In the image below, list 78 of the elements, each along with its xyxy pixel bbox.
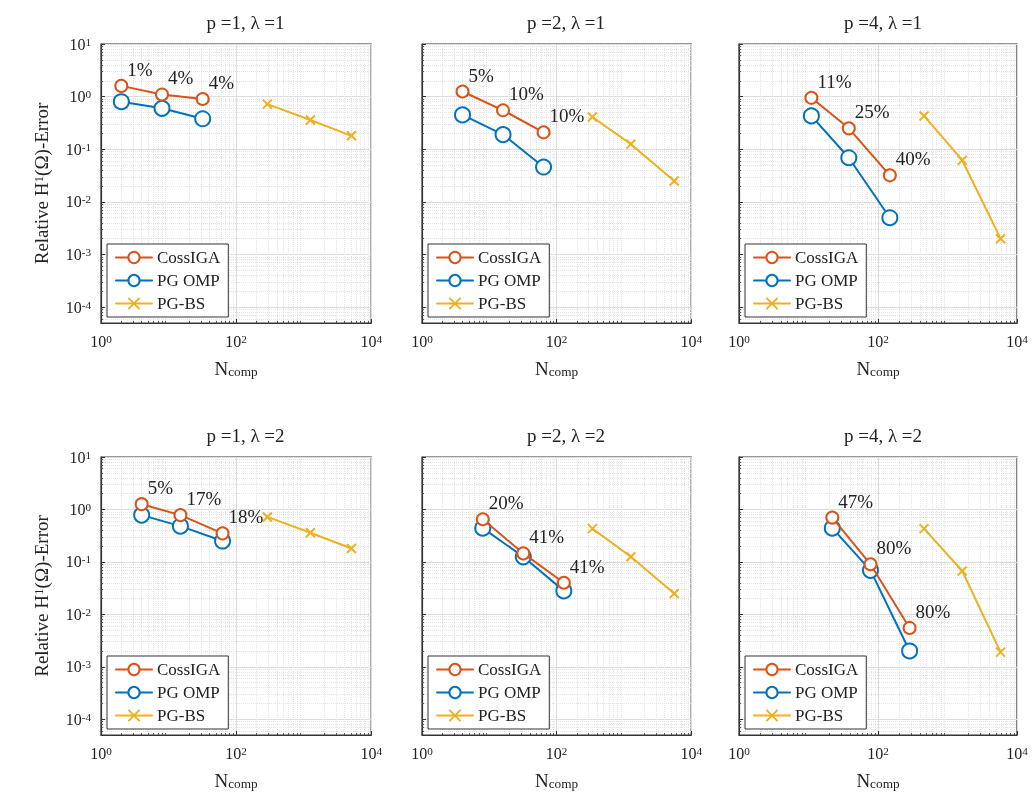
point [455,84,470,99]
y-axis-title: Relative H1(Ω)-Error [31,514,53,677]
legend-label: PG OMP [795,683,858,702]
chart-title: p =4, λ =1 [843,12,923,33]
legend-label: CossIGA [795,660,860,679]
annotation: 4% [168,67,194,89]
annotation: 5% [468,64,495,86]
point [475,512,490,527]
point [902,620,917,635]
point [516,546,531,561]
point [454,106,472,124]
annotation: 40% [895,148,931,170]
annotation: 5% [147,477,174,499]
annotation: 10% [549,105,585,127]
point [194,110,212,128]
chart-title: p =2, λ =1 [526,12,606,33]
annotation: 18% [228,506,264,528]
chart-title: p =1, λ =1 [206,12,285,33]
legend-label: PG OMP [157,271,220,290]
annotation: 10% [509,83,545,105]
point [496,103,511,118]
point [881,209,899,227]
chart-title: p =4, λ =2 [843,425,923,446]
legend-label: CossIGA [478,660,543,679]
point [556,575,571,590]
annotation: 47% [838,490,874,512]
chart-title: p =2, λ =2 [526,425,606,446]
point [804,90,819,105]
legend-label: PG OMP [478,271,541,290]
point [901,642,919,660]
point [536,125,551,140]
point [153,99,171,117]
point [535,158,553,176]
point [155,87,169,102]
legend-label: PG-BS [157,294,206,313]
x-axis-title: Ncomp [214,358,259,379]
x-axis-title: Ncomp [534,358,579,379]
annotation: 4% [208,72,235,94]
legend-label: PG OMP [795,271,858,290]
x-axis-title: Ncomp [214,770,259,791]
point [112,93,130,111]
point [195,92,210,107]
annotation: 80% [876,537,912,559]
legend-label: CossIGA [157,660,222,679]
point [134,497,149,512]
point [840,149,858,167]
legend-label: CossIGA [795,248,860,267]
chart-title: p =1, λ =2 [206,425,285,446]
point [882,168,897,183]
annotation: 11% [817,70,852,92]
legend-label: PG OMP [478,683,541,702]
x-axis-title: Ncomp [534,770,579,791]
point [825,510,840,525]
legend-label: PG-BS [795,706,844,725]
y-axis-title: Relative H1(Ω)-Error [31,102,53,265]
x-axis-title: Ncomp [856,770,900,791]
point [215,526,230,541]
point [494,126,512,144]
x-axis-title: Ncomp [856,358,900,379]
point [863,557,878,572]
legend-label: PG-BS [478,706,527,725]
legend-label: PG-BS [795,294,844,313]
point [173,508,188,523]
annotation: 20% [488,492,524,514]
annotation: 80% [915,600,951,622]
annotation: 17% [186,488,222,510]
point [802,107,820,125]
legend-label: PG OMP [157,683,220,702]
annotation: 1% [127,58,153,80]
legend-label: PG-BS [157,706,206,725]
legend-label: CossIGA [478,248,543,267]
point [841,121,856,136]
annotation: 41% [529,526,565,548]
legend-label: CossIGA [157,248,222,267]
annotation: 25% [854,101,890,123]
annotation: 41% [569,555,605,577]
legend-label: PG-BS [478,294,527,313]
point [114,78,129,93]
